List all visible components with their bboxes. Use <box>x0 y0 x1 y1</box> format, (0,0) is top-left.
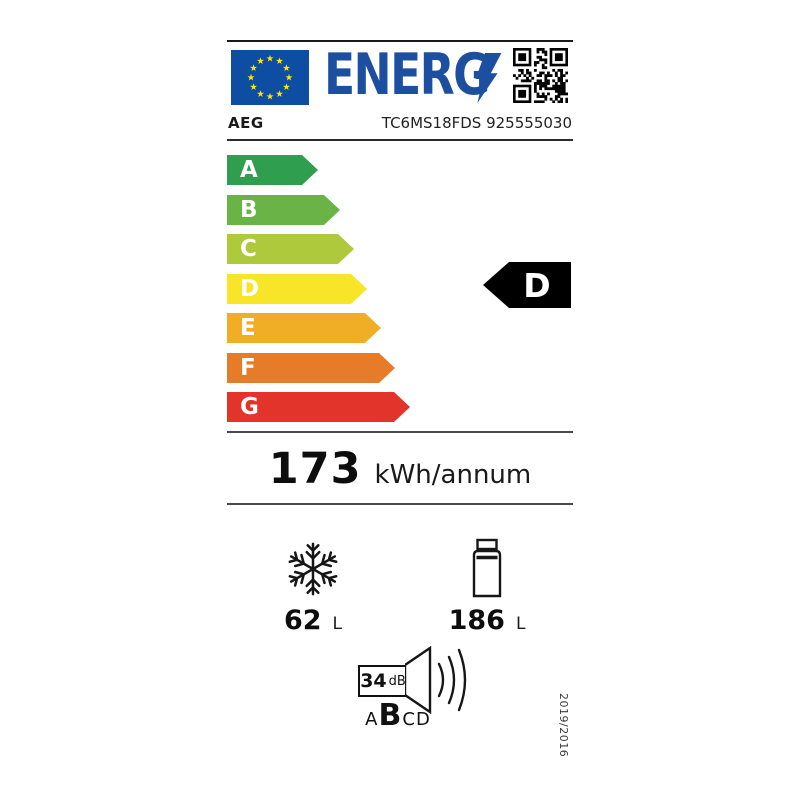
fridge-volume: 186 <box>448 605 505 636</box>
brand-divider <box>227 139 573 141</box>
noise-class-d: D <box>415 709 431 730</box>
freezer-volume-unit: L <box>332 614 343 634</box>
noise-value: 34 <box>360 670 387 692</box>
energy-divider-bottom <box>227 503 573 505</box>
scale-arrow-e: E <box>227 313 381 343</box>
qr-code-svg <box>513 48 568 103</box>
scale-arrow-c: C <box>227 234 354 264</box>
scale-arrow-a: A <box>227 155 318 185</box>
freezer-volume: 62 <box>283 605 322 636</box>
scale-arrow-b: B <box>227 195 340 225</box>
lightning-bolt-icon <box>475 53 502 103</box>
freezer-section: 62 L <box>243 536 383 636</box>
fridge-volume-unit: L <box>515 614 526 634</box>
energy-value: 173 <box>268 444 362 494</box>
noise-unit: dB <box>388 673 406 689</box>
qr-code <box>513 48 568 103</box>
speaker-icon <box>405 646 467 714</box>
snowflake-icon <box>286 542 340 596</box>
bottle-icon <box>472 538 502 598</box>
model-number: TC6MS18FDS 925555030 <box>381 114 572 132</box>
scale-arrow-f: F <box>227 353 395 383</box>
scale-arrow-g: G <box>227 392 410 422</box>
energy-unit: kWh/annum <box>374 460 532 490</box>
top-divider <box>227 40 573 42</box>
noise-level-box: 34 dB <box>358 665 408 697</box>
noise-class-c: C <box>402 709 416 730</box>
scale-arrow-d: D <box>227 274 367 304</box>
eu-flag-icon <box>231 50 309 105</box>
energ-logo: ENERG <box>324 42 491 108</box>
energy-consumption: 173 kWh/annum <box>227 444 573 500</box>
eu-flag-stars <box>247 54 293 100</box>
brand-name: AEG <box>228 114 264 132</box>
brand-row: AEG TC6MS18FDS 925555030 <box>228 114 572 136</box>
noise-class-b: B <box>378 698 403 733</box>
energy-divider-top <box>227 431 573 433</box>
rating-letter: D <box>523 265 551 305</box>
rating-pointer: D <box>483 262 571 308</box>
noise-class-a: A <box>365 709 379 730</box>
regulation-reference: 2019/2016 <box>557 693 570 758</box>
fridge-section: 186 L <box>417 536 557 636</box>
